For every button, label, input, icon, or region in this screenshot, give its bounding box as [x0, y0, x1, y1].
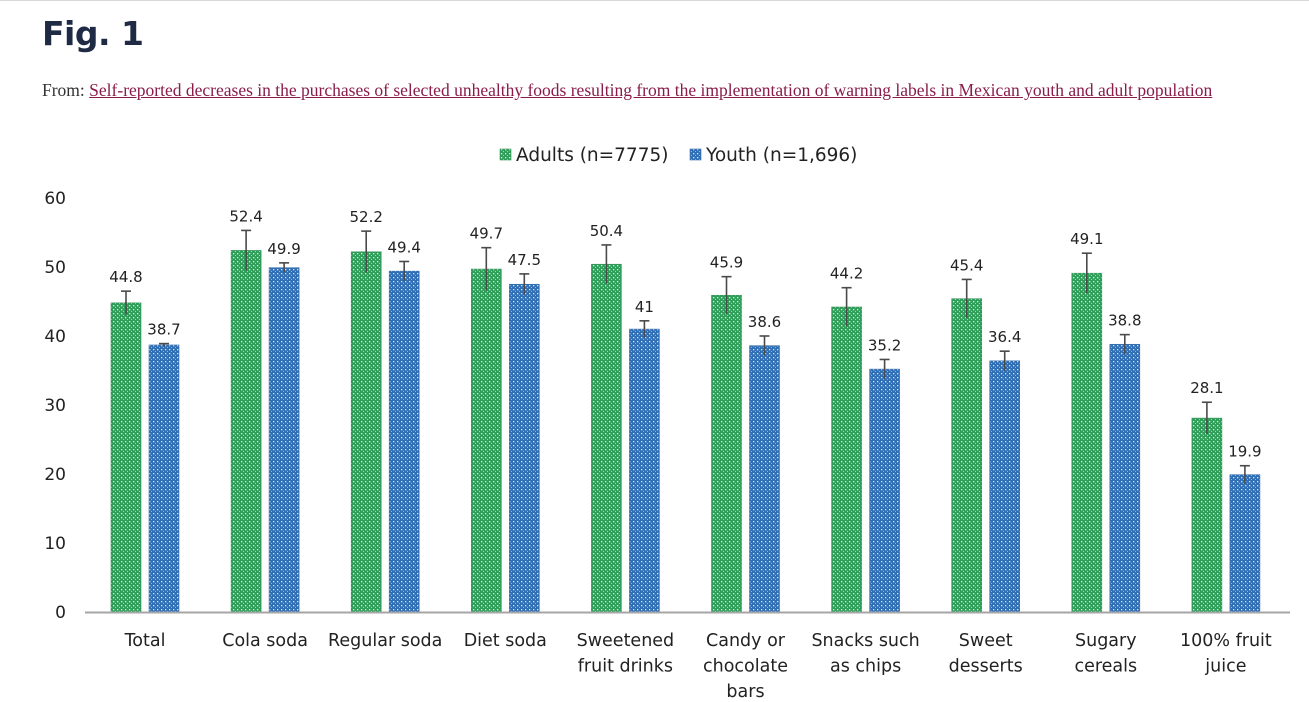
x-category-label: Cola soda: [222, 631, 308, 651]
bar-youth: [869, 368, 900, 613]
data-label-youth: 36.4: [988, 328, 1021, 346]
bar-youth: [508, 283, 540, 613]
bar-youth: [1229, 474, 1261, 613]
source-article-link[interactable]: Self-reported decreases in the purchases…: [89, 80, 1213, 100]
legend-label-youth: Youth (n=1,696): [705, 145, 857, 166]
x-category-label-line: Snacks such: [811, 631, 919, 651]
bar-adults: [110, 302, 142, 613]
y-tick-label: 40: [44, 327, 66, 347]
x-category-label-line: Diet soda: [464, 631, 547, 651]
data-label-youth: 49.9: [267, 240, 300, 258]
x-category-label-line: Regular soda: [328, 631, 442, 651]
data-label-adults: 49.1: [1070, 230, 1103, 248]
bar-youth: [1109, 343, 1141, 613]
x-category-label-line: as chips: [830, 657, 901, 677]
x-category-label: 100% fruit juice: [1180, 631, 1272, 677]
bar-adults: [470, 268, 502, 613]
data-label-youth: 38.7: [147, 321, 180, 339]
data-label-youth: 38.8: [1108, 312, 1141, 330]
data-label-adults: 52.2: [349, 208, 382, 226]
x-category-label-line: Cola soda: [222, 631, 308, 651]
data-label-youth: 49.4: [387, 238, 420, 256]
data-label-youth: 41: [635, 298, 654, 316]
legend-swatch-youth: [689, 148, 702, 161]
data-label-adults: 52.4: [229, 207, 262, 225]
data-label-youth: 47.5: [508, 251, 541, 269]
x-category-label-line: desserts: [949, 657, 1023, 677]
x-category-label: Sugary cereals: [1074, 631, 1137, 677]
legend-swatch-adults: [499, 148, 512, 161]
data-label-adults: 50.4: [590, 222, 623, 240]
bar-youth: [388, 270, 420, 613]
x-category-label: Candy or chocolate bars: [703, 631, 788, 702]
data-label-youth: 38.6: [748, 313, 781, 331]
bar-adults: [831, 306, 862, 613]
y-tick-label: 0: [55, 603, 66, 623]
bar-youth: [629, 328, 660, 613]
x-category-label: Sweetened fruit drinks: [577, 631, 675, 677]
y-axis: 0 10 20 30 40 50 60: [44, 189, 66, 623]
y-tick-label: 20: [44, 465, 66, 485]
x-category-label-line: Total: [124, 631, 166, 651]
data-label-adults: 44.8: [109, 268, 142, 286]
x-axis: Total Cola soda Regular soda Diet soda Sweet…: [85, 611, 1290, 702]
x-category-label-line: juice: [1204, 657, 1246, 677]
bar-youth: [268, 267, 300, 613]
bar-youth: [148, 344, 180, 613]
data-label-adults: 45.4: [950, 256, 983, 274]
figure-title: Fig. 1: [42, 14, 144, 53]
x-category-label-line: Candy or: [706, 631, 786, 651]
x-category-label-line: Sweetened: [577, 631, 675, 651]
bar-adults: [230, 250, 262, 613]
top-divider: [0, 0, 1309, 1]
x-category-label-line: bars: [726, 682, 764, 702]
x-category-label-line: Sugary: [1075, 631, 1137, 651]
y-tick-label: 60: [44, 189, 66, 209]
x-category-label: Total: [124, 631, 166, 651]
data-label-youth: 19.9: [1228, 443, 1261, 461]
bar-adults: [350, 251, 382, 613]
bar-youth: [989, 360, 1021, 613]
data-label-adults: 44.2: [830, 265, 863, 283]
x-category-label: Diet soda: [464, 631, 547, 651]
x-category-label-line: fruit drinks: [578, 657, 673, 677]
data-label-adults: 28.1: [1190, 379, 1223, 397]
bar-adults: [711, 294, 742, 613]
legend-label-adults: Adults (n=7775): [516, 145, 668, 166]
data-label-adults: 49.7: [470, 225, 503, 243]
bar-adults: [1071, 272, 1103, 613]
source-prefix: From:: [42, 80, 90, 100]
data-label-youth: 35.2: [868, 336, 901, 354]
x-category-label-line: chocolate: [703, 657, 788, 677]
x-category-label: Snacks such as chips: [811, 631, 919, 677]
y-tick-label: 30: [44, 396, 66, 416]
chart-legend: Adults (n=7775) Youth (n=1,696): [499, 145, 857, 166]
source-line: From: Self-reported decreases in the pur…: [42, 77, 1292, 104]
x-category-label-line: cereals: [1074, 657, 1137, 677]
bar-adults: [1191, 417, 1223, 613]
y-tick-label: 50: [44, 258, 66, 278]
bars-layer: 44.8 52.4 52.2 49.7 50.4 45.9 44.2 45.4 49.1 28.1…: [109, 207, 1262, 613]
bar-adults: [951, 298, 983, 613]
x-category-label: Regular soda: [328, 631, 442, 651]
bar-youth: [749, 345, 780, 613]
data-label-adults: 45.9: [710, 254, 743, 272]
y-tick-label: 10: [44, 534, 66, 554]
x-category-label-line: 100% fruit: [1180, 631, 1272, 651]
x-category-label-line: Sweet: [959, 631, 1013, 651]
bar-adults: [591, 263, 622, 613]
x-category-label: Sweet desserts: [949, 631, 1023, 677]
